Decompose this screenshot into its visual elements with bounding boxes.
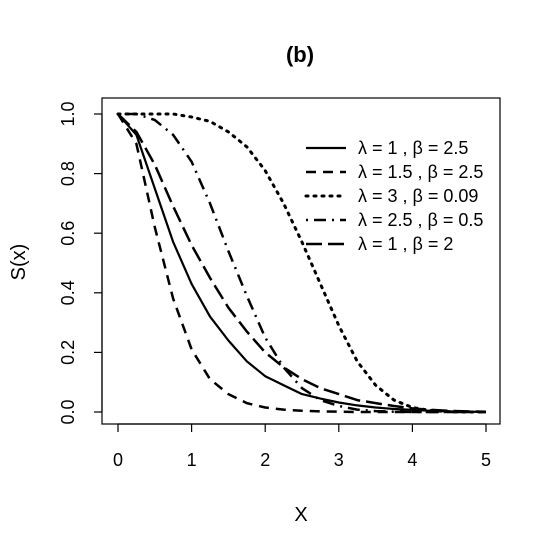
legend-label-5: λ = 1 , β = 2: [358, 234, 453, 254]
y-tick-label: 1.0: [58, 101, 78, 126]
y-tick-label: 0.6: [58, 221, 78, 246]
series-line-2: [116, 113, 486, 414]
y-tick-label: 0.4: [58, 280, 78, 305]
chart-title: (b): [286, 42, 314, 67]
x-tick-label: 0: [113, 450, 123, 470]
y-axis: 0.0 0.2 0.4 0.6 0.8 1.0: [58, 101, 103, 425]
legend-label-3: λ = 3 , β = 0.09: [358, 186, 478, 206]
legend-label-1: λ = 1 , β = 2.5: [358, 138, 468, 158]
x-tick-label: 2: [260, 450, 270, 470]
series-line-4: [118, 112, 486, 414]
series-line-3: [116, 112, 488, 414]
legend-label-2: λ = 1.5 , β = 2.5: [358, 162, 483, 182]
legend: λ = 1 , β = 2.5 λ = 1.5 , β = 2.5 λ = 3 , …: [304, 138, 483, 254]
x-tick-label: 5: [481, 450, 491, 470]
x-tick-label: 1: [187, 450, 197, 470]
series-layer: [116, 112, 488, 414]
y-tick-label: 0.0: [58, 399, 78, 424]
x-axis-label: X: [294, 504, 307, 526]
series-line-5: [117, 113, 487, 413]
series-line-1: [117, 113, 487, 414]
y-tick-label: 0.2: [58, 340, 78, 365]
legend-label-4: λ = 2.5 , β = 0.5: [358, 210, 483, 230]
x-tick-label: 4: [407, 450, 417, 470]
y-tick-label: 0.8: [58, 161, 78, 186]
y-axis-label: S(x): [8, 244, 30, 281]
x-axis: 0 1 2 3 4 5: [113, 423, 491, 470]
x-tick-label: 3: [334, 450, 344, 470]
